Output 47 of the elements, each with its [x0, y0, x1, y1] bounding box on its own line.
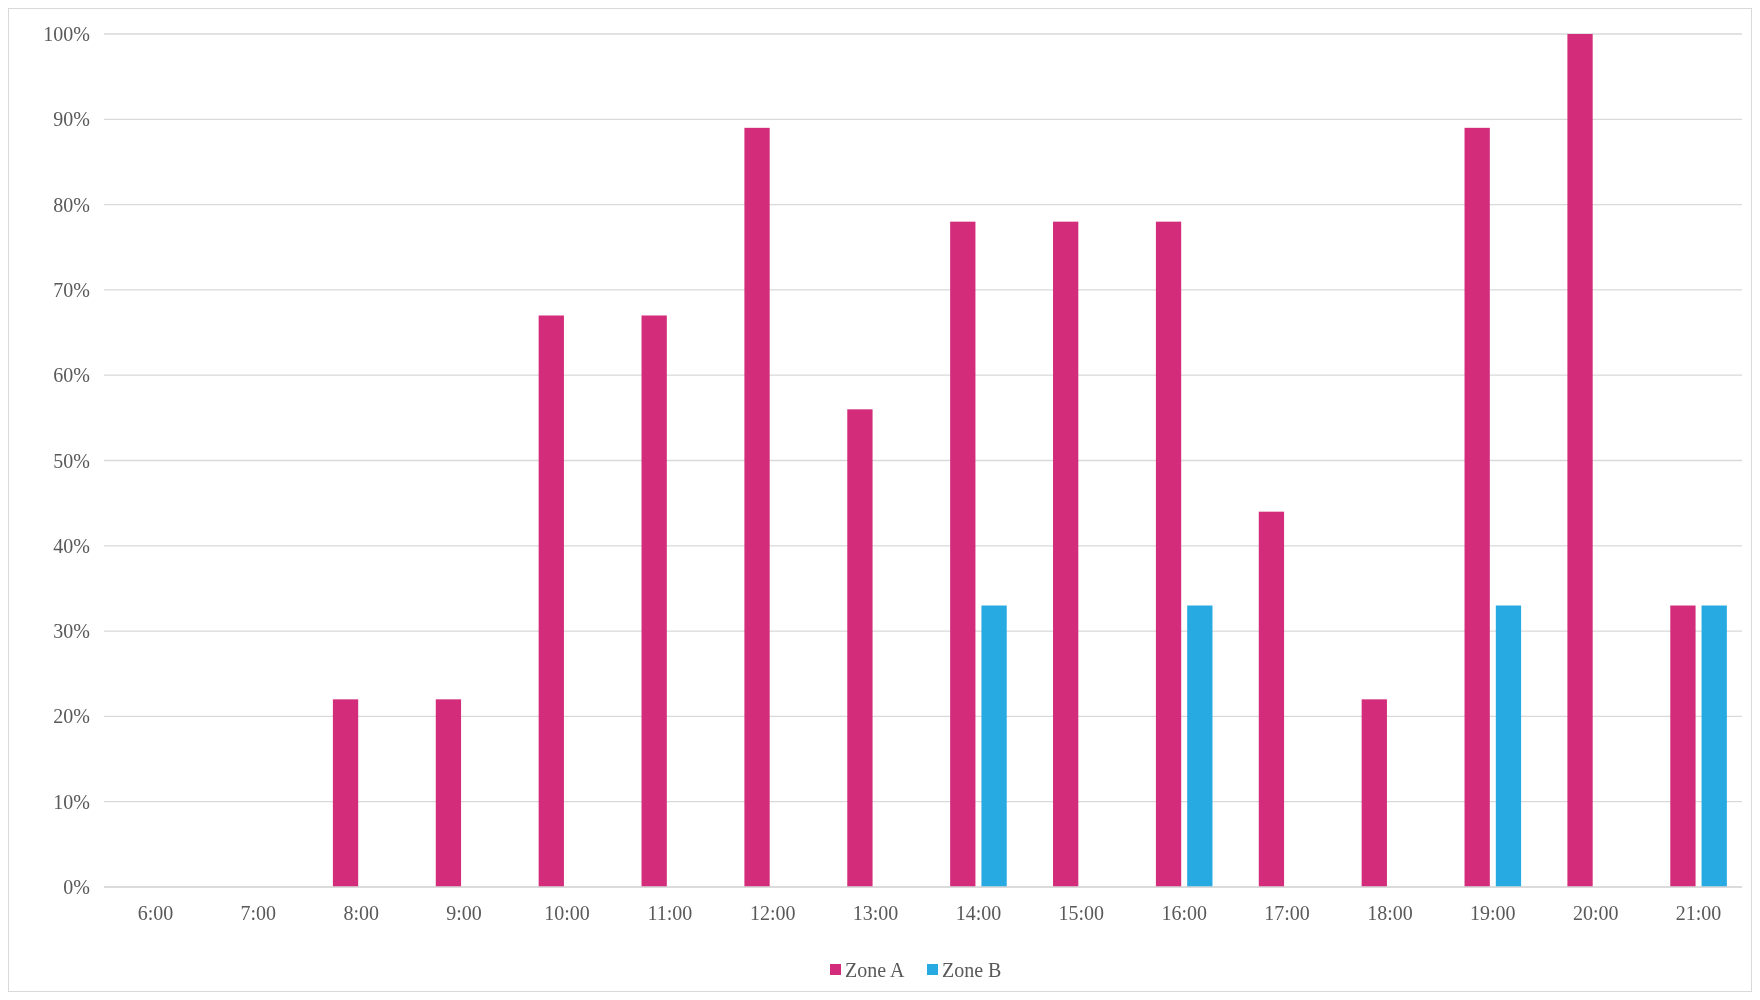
- x-tick-label: 17:00: [1264, 902, 1310, 924]
- x-tick-label: 14:00: [955, 902, 1002, 924]
- bar: [641, 315, 667, 887]
- x-tick-label: 6:00: [137, 902, 174, 924]
- legend-label: Zone A: [845, 959, 905, 981]
- bar: [1464, 127, 1490, 887]
- y-tick-label: 20%: [53, 705, 90, 728]
- bar: [1187, 605, 1213, 887]
- x-tick-label: 7:00: [240, 902, 277, 924]
- bar: [1361, 699, 1387, 887]
- legend-label: Zone B: [942, 959, 1002, 981]
- bar: [1053, 221, 1079, 887]
- y-tick-label: 50%: [53, 449, 90, 472]
- y-tick-label: 30%: [53, 620, 90, 643]
- bar: [538, 315, 564, 887]
- bar: [1258, 511, 1285, 887]
- bar: [1670, 605, 1696, 887]
- x-tick-label: 19:00: [1470, 902, 1516, 924]
- y-tick-label: 60%: [53, 364, 90, 387]
- x-tick-label: 11:00: [647, 902, 693, 924]
- y-tick-label: 0%: [63, 876, 90, 898]
- bar: [950, 221, 976, 887]
- bar: [1701, 605, 1727, 887]
- y-tick-label: 10%: [53, 790, 90, 813]
- bar: [435, 699, 462, 887]
- bar: [1155, 221, 1182, 887]
- y-tick-label: 40%: [53, 534, 90, 557]
- y-tick-label: 90%: [53, 108, 90, 131]
- bar: [744, 127, 770, 887]
- bar: [981, 605, 1007, 887]
- x-tick-label: 16:00: [1161, 902, 1207, 924]
- x-tick-label: 12:00: [749, 902, 796, 924]
- bar: [332, 699, 359, 887]
- x-tick-label: 9:00: [446, 902, 482, 924]
- x-tick-label: 21:00: [1675, 902, 1722, 924]
- x-tick-label: 18:00: [1367, 902, 1413, 924]
- x-tick-label: 15:00: [1058, 902, 1105, 924]
- x-tick-label: 13:00: [852, 902, 899, 924]
- y-tick-label: 70%: [53, 278, 90, 301]
- y-tick-label: 100%: [43, 23, 90, 45]
- bar: [1567, 34, 1593, 887]
- y-tick-label: 80%: [53, 193, 90, 216]
- x-tick-label: 8:00: [343, 902, 379, 924]
- bar: [1495, 605, 1522, 887]
- x-tick-label: 10:00: [544, 902, 590, 924]
- x-tick-label: 20:00: [1572, 902, 1619, 924]
- bar: [847, 409, 873, 887]
